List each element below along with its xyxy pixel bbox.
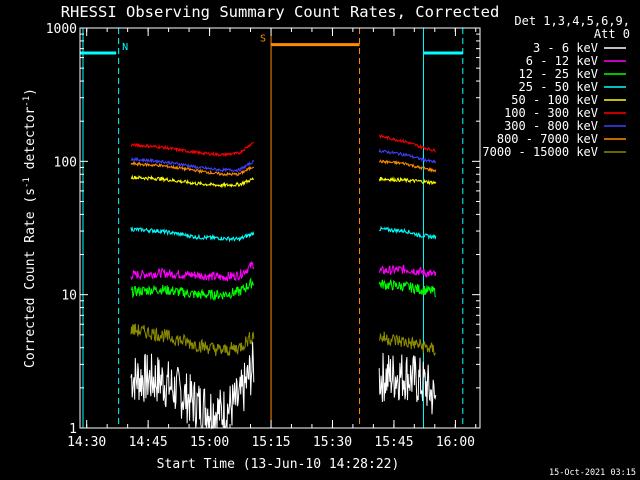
- series-line: [378, 352, 437, 415]
- series-6-12-keV: [130, 260, 437, 282]
- flag-label: N: [122, 42, 128, 53]
- x-tick-label: 15:30: [313, 435, 352, 450]
- chart-title: RHESSI Observing Summary Count Rates, Co…: [61, 3, 500, 21]
- x-tick-label: 15:45: [374, 435, 413, 450]
- plot-content: NS: [80, 28, 464, 430]
- legend-entry-label: 800 - 7000 keV: [497, 132, 598, 146]
- series-3-6-keV: [130, 341, 437, 430]
- legend-entry-label: 3 - 6 keV: [533, 41, 598, 55]
- series-line: [130, 141, 255, 158]
- series-800-7000-keV: [130, 159, 437, 177]
- legend-entry-label: 300 - 800 keV: [504, 119, 598, 133]
- series-line: [378, 176, 437, 186]
- series-300-800-keV: [130, 148, 437, 173]
- series-line: [130, 341, 255, 430]
- series-line: [130, 260, 255, 282]
- y-axis-label: Corrected Count Rate (s-1 detector-1): [22, 88, 38, 368]
- flag-label: S: [260, 34, 266, 45]
- series-line: [130, 161, 255, 177]
- x-tick-label: 14:30: [67, 435, 106, 450]
- series-line: [378, 331, 437, 357]
- legend-attenuator-line: Att 0: [594, 27, 630, 41]
- y-tick-label: 1: [69, 422, 77, 437]
- x-tick-label: 16:00: [436, 435, 475, 450]
- x-axis: 14:30 14:45 15:00 15:15 15:30 15:45 16:00: [67, 28, 477, 450]
- series-line: [130, 226, 255, 243]
- legend-entry-label: 100 - 300 keV: [504, 106, 598, 120]
- series-25-50-keV: [130, 225, 437, 243]
- series-50-100-keV: [130, 174, 437, 189]
- series-line: [378, 279, 436, 298]
- y-tick-label: 10: [61, 289, 77, 304]
- series-line: [378, 225, 437, 240]
- series-12-25-keV: [130, 277, 436, 302]
- series-line: [130, 156, 255, 173]
- series-100-300-keV: [130, 134, 436, 158]
- series-line: [378, 134, 436, 153]
- series-7000-15000-keV: [130, 323, 437, 357]
- series-line: [130, 277, 255, 302]
- plot-frame: [79, 27, 481, 429]
- y-tick-label: 100: [54, 155, 77, 170]
- series-line: [130, 323, 255, 357]
- series-line: [378, 264, 437, 278]
- x-tick-label: 14:45: [129, 435, 168, 450]
- series-line: [378, 148, 437, 164]
- series-line: [130, 174, 255, 189]
- footer-timestamp: 15-Oct-2021 03:15: [549, 468, 636, 478]
- legend-entry-label: 7000 - 15000 keV: [482, 145, 598, 159]
- x-tick-label: 15:00: [190, 435, 229, 450]
- legend-entry-label: 12 - 25 keV: [519, 67, 598, 81]
- legend-entry-label: 50 - 100 keV: [511, 93, 598, 107]
- legend-detector-line: Det 1,3,4,5,6,9,: [514, 14, 630, 28]
- legend-entry-label: 6 - 12 keV: [526, 54, 598, 68]
- y-axis: 1 10 100 1000: [46, 22, 480, 437]
- x-tick-label: 15:15: [251, 435, 290, 450]
- legend-entry-label: 25 - 50 keV: [519, 80, 598, 94]
- x-axis-label: Start Time (13-Jun-10 14:28:22): [157, 457, 400, 472]
- y-tick-label: 1000: [46, 22, 77, 37]
- series-line: [378, 159, 437, 173]
